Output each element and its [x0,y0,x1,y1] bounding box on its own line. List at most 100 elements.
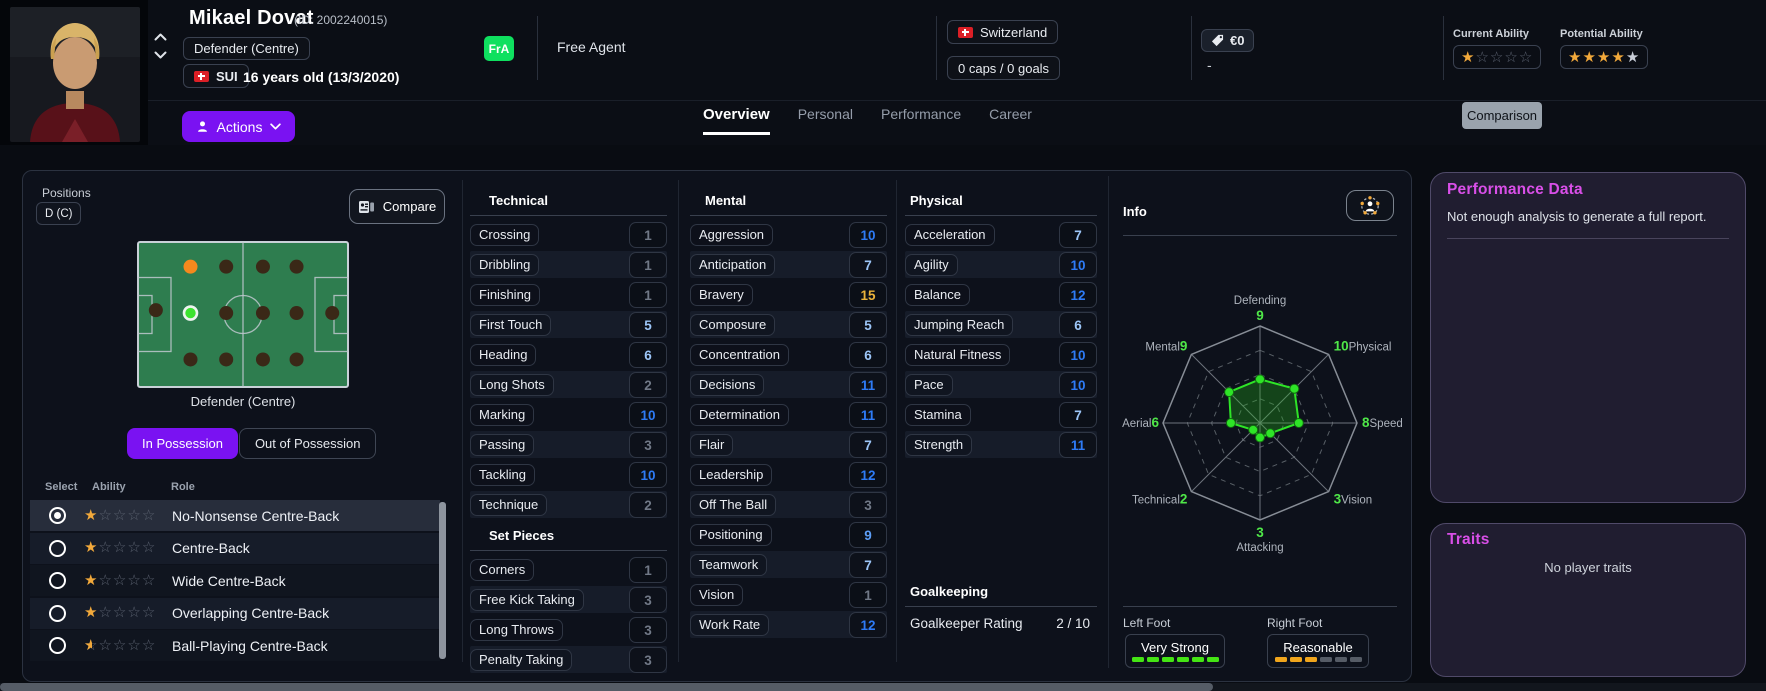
tab-overview[interactable]: Overview [703,106,770,135]
attribute-row: Off The Ball 3 [690,491,887,518]
role-row[interactable]: ★☆☆☆☆ No-Nonsense Centre-Back [30,500,440,531]
player-name: Mikael Dovat [189,7,314,29]
pitch-position-dot-default[interactable] [289,352,304,367]
attribute-value: 3 [629,616,667,643]
foot-strength-bar-filled [1161,657,1174,662]
pitch-position-dot-selected[interactable] [182,305,199,321]
set-pieces-attributes: Corners 1 Free Kick Taking 3 Long Throws 3 Pen… [470,556,667,676]
pitch-position-dot-default[interactable] [219,259,234,274]
attribute-value: 15 [849,281,887,308]
role-row[interactable]: ★☆☆☆☆ Overlapping Centre-Back [30,597,440,629]
star-empty: ☆ [1504,48,1519,66]
pitch-position-dot-default[interactable] [219,352,234,367]
possession-toggle-in-possession[interactable]: In Possession [127,428,238,459]
attribute-row: Balance 12 [905,281,1097,308]
attribute-name: Long Throws [470,618,563,641]
star-empty: ☆ [112,636,128,654]
attribute-name: Natural Fitness [905,343,1011,366]
star-empty: ☆ [127,539,142,556]
foot-strength-bar-filled [1146,657,1159,662]
attribute-row: Heading 6 [470,341,667,368]
tab-career[interactable]: Career [989,106,1032,122]
attribute-name: Pace [905,373,953,396]
pitch-position-dot-default[interactable] [255,306,270,321]
star-empty: ☆ [112,539,128,556]
star-empty: ☆ [98,539,113,556]
pitch-position-dot-default[interactable] [183,352,198,367]
traits-panel [1430,523,1746,677]
role-radio[interactable] [49,539,66,557]
horizontal-scrollbar-thumb[interactable] [0,683,1213,691]
star-empty: ☆ [127,571,142,589]
attribute-row: Pace 10 [905,371,1097,398]
mental-section-title: Mental [705,193,747,208]
column-separator [896,180,897,662]
tab-personal[interactable]: Personal [797,106,853,122]
radar-view-button[interactable] [1346,190,1394,221]
pitch-position-dot-default[interactable] [325,306,340,321]
attribute-value: 1 [629,221,667,248]
left-foot-level: Very Strong [1141,640,1209,655]
role-ability-stars: ★☆☆☆☆ [84,604,172,622]
pitch-position-dot-highlight-orange[interactable] [183,259,198,274]
attribute-value: 7 [1059,221,1097,248]
possession-toggle-out-of-possession[interactable]: Out of Possession [238,428,377,459]
pitch-position-dot-default[interactable] [289,306,304,321]
attribute-row: Marking 10 [470,401,667,428]
attribute-name: Composure [690,313,776,336]
role-name: Wide Centre-Back [172,572,286,589]
attribute-name: Aggression [690,223,774,246]
pitch-caption: Defender (Centre) [190,394,296,409]
attribute-value: 1 [629,281,667,308]
attribute-value: 6 [849,341,887,368]
role-radio[interactable] [49,604,66,622]
foot-strength-bar-empty [1334,657,1347,662]
attribute-name: Passing [470,433,535,456]
nationality-code: SUI [216,68,238,84]
roles-scrollbar[interactable] [439,502,446,659]
attribute-value: 7 [849,551,887,578]
attribute-value: 12 [849,461,887,488]
swiss-flag-icon [194,70,209,82]
performance-data-message: Not enough analysis to generate a full r… [1447,209,1707,224]
role-radio[interactable] [49,637,66,654]
pitch-position-dot-default[interactable] [289,259,304,274]
foot-strength-bar-filled [1289,657,1302,662]
tab-performance[interactable]: Performance [880,106,962,122]
role-row[interactable]: ★☆☆☆☆ Wide Centre-Back [30,565,440,596]
attribute-row: Aggression 10 [690,221,887,248]
comparison-button[interactable]: Comparison [1462,102,1542,129]
attribute-name: Work Rate [690,613,770,636]
compare-button[interactable]: Compare [349,189,445,224]
role-row[interactable]: ★☆☆☆☆ Centre-Back [30,532,440,564]
pitch-position-dot-default[interactable] [219,306,234,321]
position-chip: Defender (Centre) [183,37,310,60]
pitch-position-dot-default[interactable] [148,303,163,318]
attribute-row: Agility 10 [905,251,1097,278]
swiss-flag-icon [958,26,973,38]
previous-player-button[interactable] [150,30,170,44]
pitch-position-dot-default[interactable] [255,259,270,274]
actions-button[interactable]: Actions [182,111,295,142]
star-empty: ☆ [141,604,157,621]
attribute-value: 10 [1059,371,1097,398]
column-separator [462,180,463,662]
role-radio[interactable] [49,572,66,589]
role-row[interactable]: ☆ ★ ☆☆☆☆ Ball-Playing Centre-Back [30,630,440,661]
attribute-row: Technique 2 [470,491,667,518]
transfer-value: €0 [1230,33,1245,48]
attribute-row: Work Rate 12 [690,611,887,638]
international-record: 0 caps / 0 goals [958,60,1050,76]
role-radio-selected[interactable] [49,507,66,524]
star-empty: ☆ [1475,48,1490,66]
next-player-button[interactable] [150,48,170,62]
foot-strength-bar-empty [1319,657,1332,662]
attribute-value: 11 [849,401,887,428]
positions-pitch[interactable] [137,241,349,388]
foot-strength-bar-empty [1349,657,1362,662]
performance-data-panel [1430,172,1746,503]
section-divider [905,606,1097,607]
person-icon [197,121,207,132]
pitch-position-dot-default[interactable] [255,352,270,367]
